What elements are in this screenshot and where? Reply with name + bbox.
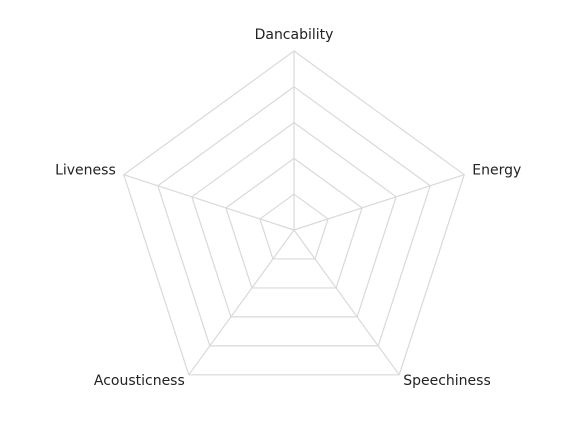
axis-label-energy: Energy: [472, 163, 521, 179]
grid-ring-3: [191, 121, 397, 318]
spoke-layer: [123, 51, 465, 376]
grid-ring-4: [157, 86, 431, 347]
grid-ring-2: [225, 157, 363, 289]
spoke-liveness: [123, 174, 295, 231]
spoke-speechiness: [293, 229, 400, 376]
spoke-acousticness: [188, 229, 295, 376]
axis-label-dancability: Dancability: [255, 27, 334, 43]
axis-label-liveness: Liveness: [55, 163, 116, 179]
grid-ring-5: [123, 50, 465, 376]
grid-layer: [123, 50, 465, 376]
axis-label-speechiness: Speechiness: [403, 373, 491, 389]
axis-label-layer: Dancability Energy Speechiness Acousticness…: [55, 27, 521, 389]
axis-label-acousticness: Acousticness: [94, 373, 185, 389]
spoke-energy: [293, 174, 465, 231]
grid-ring-1: [259, 193, 329, 260]
